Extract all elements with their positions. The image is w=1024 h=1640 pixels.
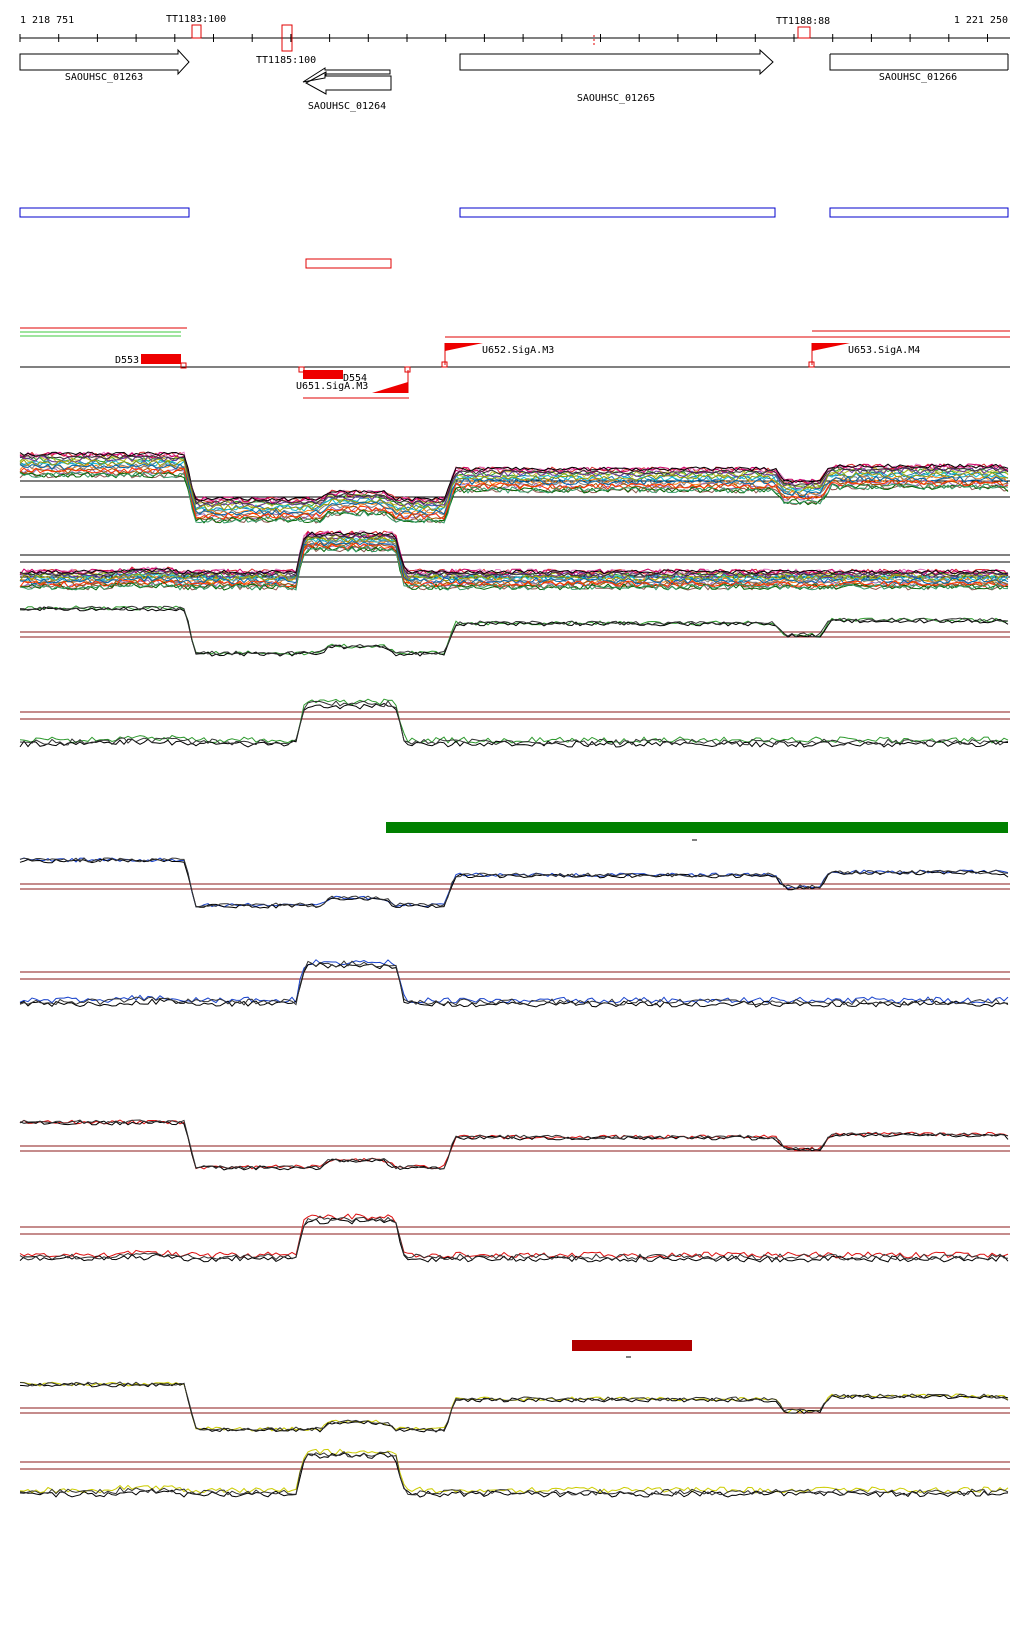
terminator-label[interactable]: TT1183:100 (166, 14, 226, 25)
multi-condition-curve (19, 531, 1009, 575)
forward-profile-curve (19, 857, 1009, 908)
reverse-profile-curve (19, 1215, 1009, 1261)
gene-label[interactable]: SAOUHSC_01263 (65, 72, 143, 83)
gene-label[interactable]: SAOUHSC_01265 (577, 93, 655, 104)
strand-boxes (19, 207, 1009, 269)
terminators: TT1183:100 TT1185:100 TT1188:88 (166, 14, 830, 66)
forward-profile-curve (19, 605, 1009, 656)
expression-profiles (19, 451, 1010, 1498)
reverse-profile-curve (19, 702, 1008, 748)
promoter-flag[interactable] (372, 382, 408, 393)
multi-condition-curve (19, 471, 1009, 524)
forward-profile-curve (19, 1381, 1009, 1432)
red-condition-block[interactable] (572, 1340, 692, 1351)
terminator-label[interactable]: TT1185:100 (256, 55, 316, 66)
reverse-profile-curve (19, 1451, 1009, 1496)
gene-label[interactable]: SAOUHSC_01266 (879, 72, 957, 83)
gene-arrow-forward[interactable] (19, 48, 190, 76)
segment-label[interactable]: D553 (115, 355, 139, 366)
forward-gene-box[interactable] (829, 207, 1009, 218)
terminator-marker[interactable] (281, 24, 293, 52)
gene-label[interactable]: SAOUHSC_01264 (308, 101, 386, 112)
forward-profile-curve (19, 1119, 1009, 1170)
forward-profile-curve (19, 1119, 1009, 1170)
multi-condition-curve (19, 533, 1009, 577)
forward-profile-curve (19, 605, 1009, 656)
terminator-marker[interactable] (191, 24, 202, 39)
multi-condition-curve (19, 545, 1009, 591)
segment-bar[interactable] (141, 354, 181, 364)
gene-arrow-reverse[interactable] (302, 67, 391, 83)
green-condition-block[interactable] (386, 822, 1008, 833)
segment-bar[interactable] (303, 370, 343, 379)
multi-condition-curve (19, 451, 1009, 502)
segment-label[interactable]: U653.SigA.M4 (848, 345, 920, 356)
reverse-profile-curve (19, 1448, 1009, 1494)
gene-track: SAOUHSC_01263 SAOUHSC_01264 SAOUHSC_0126… (19, 48, 1009, 112)
reverse-gene-box[interactable] (305, 258, 392, 269)
reverse-profile-curve (19, 960, 1009, 1006)
multi-condition-curve (19, 454, 1009, 505)
forward-gene-box[interactable] (19, 207, 190, 218)
ruler: 1 218 751 1 221 250 (19, 15, 1010, 42)
forward-profile-curve (19, 858, 1009, 909)
reverse-profile-curve (19, 1217, 1009, 1263)
reverse-profile-curve (19, 1213, 1009, 1259)
terminator-marker[interactable] (797, 26, 811, 39)
multi-condition-curve (19, 459, 1009, 512)
promoter-flag[interactable] (445, 343, 483, 351)
multi-condition-curve (19, 536, 1009, 582)
ruler-start-label: 1 218 751 (20, 15, 74, 26)
multi-condition-curve (19, 542, 1009, 588)
forward-profile-curve (19, 1381, 1009, 1432)
segment-label[interactable]: U651.SigA.M3 (296, 381, 368, 392)
reverse-profile-curve (19, 698, 1009, 744)
segmentation-track: D553 D554 U651.SigA.M3 U652.SigA.M3 U653… (20, 327, 1010, 399)
ruler-end-label: 1 221 250 (954, 15, 1008, 26)
forward-profile-curve (19, 857, 1009, 908)
forward-profile-curve (19, 1120, 1009, 1171)
promoter-flag[interactable] (812, 343, 850, 351)
condition-blocks (386, 822, 1008, 1358)
ruler-ticks (19, 34, 988, 42)
reverse-profile-curve (19, 959, 1009, 1004)
multi-condition-curve (19, 471, 1009, 524)
segment-label[interactable]: D554 (343, 373, 367, 384)
forward-gene-box[interactable] (459, 207, 776, 218)
gene-arrow-forward[interactable] (459, 48, 774, 76)
segment-label[interactable]: U652.SigA.M3 (482, 345, 554, 356)
reverse-profile-curve (19, 700, 1009, 746)
terminator-label[interactable]: TT1188:88 (776, 16, 830, 27)
